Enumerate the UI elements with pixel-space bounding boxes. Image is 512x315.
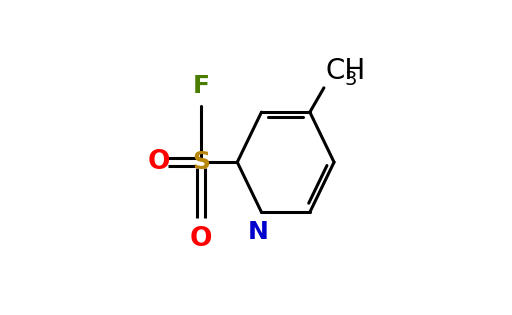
Text: O: O — [148, 149, 170, 175]
Text: S: S — [193, 150, 210, 174]
Text: F: F — [193, 74, 210, 98]
Text: 3: 3 — [344, 70, 356, 89]
Text: O: O — [190, 226, 212, 252]
Text: N: N — [248, 220, 269, 244]
Text: CH: CH — [326, 57, 366, 85]
